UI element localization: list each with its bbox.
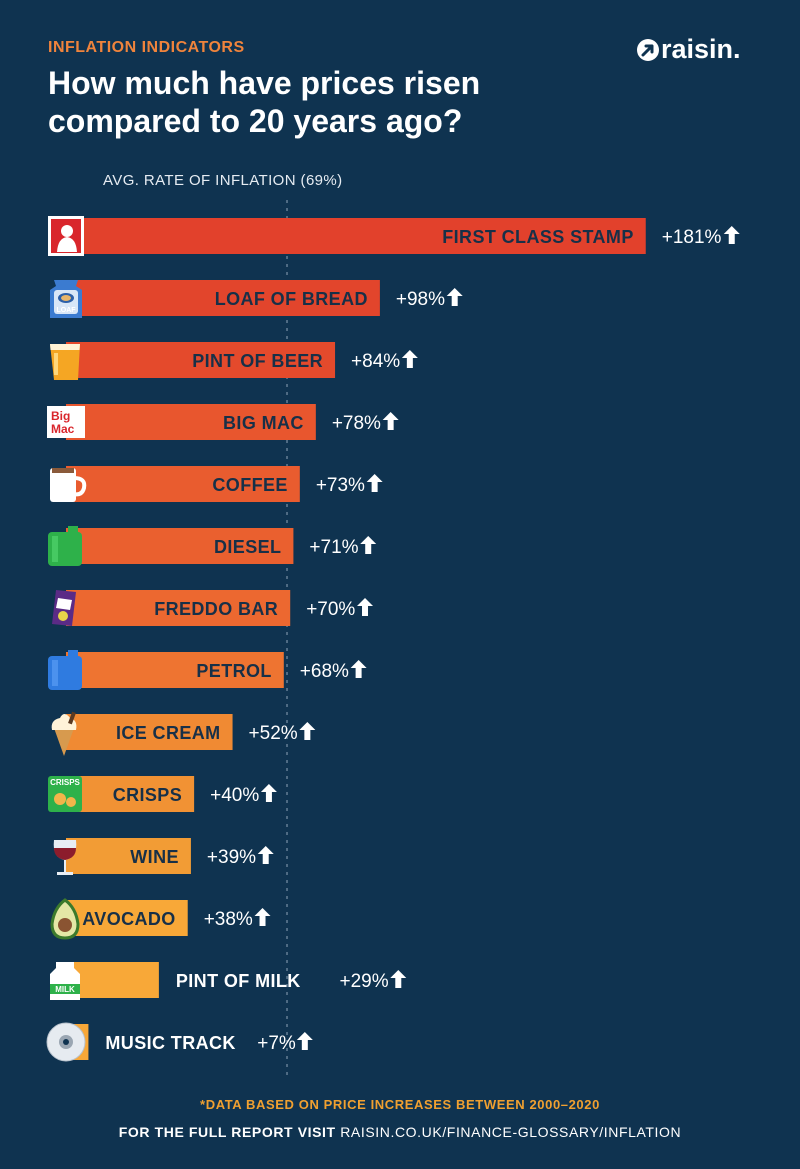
category-label: COFFEE	[212, 475, 287, 495]
value-label: +52%	[249, 723, 298, 744]
svg-text:CRISPS: CRISPS	[50, 778, 80, 787]
up-arrow-icon	[390, 970, 407, 988]
page-title: How much have prices risen compared to 2…	[48, 65, 481, 139]
stamp-icon	[48, 216, 84, 256]
value-label: +29%	[339, 971, 388, 992]
brand-logo[interactable]: raisin.	[636, 34, 741, 65]
up-arrow-icon	[723, 226, 740, 244]
bar	[66, 900, 188, 936]
source-link[interactable]: RAISIN.CO.UK/FINANCE-GLOSSARY/INFLATION	[340, 1124, 682, 1140]
category-label: DIESEL	[214, 537, 281, 557]
freddo-bar-icon	[52, 590, 76, 626]
coffee-mug-icon	[50, 468, 87, 502]
beer-icon	[50, 344, 80, 380]
source-line: FOR THE FULL REPORT VISIT RAISIN.CO.UK/F…	[0, 1124, 800, 1140]
up-arrow-icon	[260, 784, 277, 802]
eyebrow-label: INFLATION INDICATORS	[48, 39, 245, 56]
category-label: LOAF OF BREAD	[215, 289, 368, 309]
bar	[66, 280, 380, 316]
value-label: +70%	[306, 599, 355, 620]
svg-text:Mac: Mac	[51, 422, 75, 436]
category-label: BIG MAC	[223, 413, 304, 433]
inflation-bar-chart: FIRST CLASS STAMP +181% LOAF OF BREAD +98% L…	[46, 200, 740, 1075]
svg-text:LOAF: LOAF	[56, 307, 76, 314]
cd-icon	[46, 1022, 86, 1062]
category-label: PETROL	[196, 661, 271, 681]
ice-cream-icon	[51, 711, 77, 756]
value-label: +73%	[316, 475, 365, 496]
bar	[66, 652, 284, 688]
value-label: +7%	[257, 1033, 296, 1054]
category-label: WINE	[130, 847, 179, 867]
svg-text:Big: Big	[51, 409, 70, 423]
up-arrow-icon	[401, 350, 418, 368]
svg-text:MILK: MILK	[55, 985, 75, 994]
bar	[66, 528, 294, 564]
category-label: FREDDO BAR	[154, 599, 278, 619]
up-arrow-icon	[299, 722, 316, 740]
up-arrow-icon	[357, 598, 374, 616]
category-label: PINT OF MILK	[176, 971, 301, 991]
category-label: PINT OF BEER	[192, 351, 323, 371]
value-label: +98%	[396, 289, 445, 310]
up-arrow-icon	[360, 536, 377, 554]
average-line-label: AVG. RATE OF INFLATION (69%)	[103, 172, 343, 189]
category-label: MUSIC TRACK	[105, 1033, 235, 1053]
bar	[66, 404, 316, 440]
bar	[66, 776, 195, 812]
value-label: +71%	[309, 537, 358, 558]
up-arrow-icon	[382, 412, 399, 430]
value-label: +39%	[207, 847, 256, 868]
diesel-can-icon	[48, 526, 82, 566]
milk-bottle-icon: MILK	[50, 962, 80, 1000]
avocado-icon	[50, 898, 80, 940]
up-arrow-icon	[366, 474, 383, 492]
footnote: *DATA BASED ON PRICE INCREASES BETWEEN 2…	[200, 1097, 600, 1112]
up-arrow-icon	[350, 660, 367, 678]
bar	[66, 838, 191, 874]
bar	[66, 962, 159, 998]
up-arrow-icon	[254, 908, 271, 926]
bar	[66, 218, 646, 254]
value-label: +38%	[204, 909, 253, 930]
value-label: +84%	[351, 351, 400, 372]
crisps-icon: CRISPS	[48, 776, 82, 812]
category-label: FIRST CLASS STAMP	[442, 227, 633, 247]
wine-glass-icon	[53, 840, 77, 875]
value-label: +78%	[332, 413, 381, 434]
category-label: ICE CREAM	[116, 723, 221, 743]
bar	[66, 714, 233, 750]
up-arrow-icon	[296, 1032, 313, 1050]
value-label: +68%	[300, 661, 349, 682]
petrol-can-icon	[48, 650, 82, 690]
category-label: CRISPS	[113, 785, 182, 805]
bread-icon: LOAF	[50, 280, 82, 318]
up-arrow-icon	[446, 288, 463, 306]
value-label: +40%	[210, 785, 259, 806]
category-label: AVOCADO	[82, 909, 175, 929]
up-arrow-icon	[257, 846, 274, 864]
arrow-circle-icon	[637, 38, 659, 61]
brand-name: raisin.	[661, 34, 741, 64]
bar	[66, 590, 291, 626]
value-label: +181%	[662, 227, 722, 248]
bar	[66, 342, 336, 378]
source-lead: FOR THE FULL REPORT VISIT	[118, 1124, 336, 1140]
bar	[66, 466, 300, 502]
